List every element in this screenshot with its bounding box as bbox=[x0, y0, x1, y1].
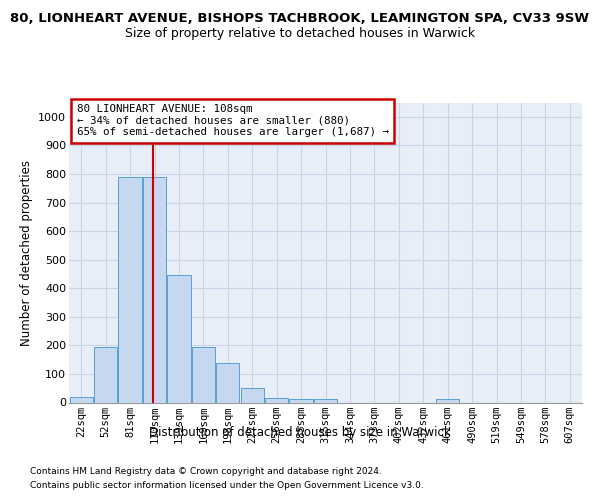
Text: 80, LIONHEART AVENUE, BISHOPS TACHBROOK, LEAMINGTON SPA, CV33 9SW: 80, LIONHEART AVENUE, BISHOPS TACHBROOK,… bbox=[11, 12, 589, 26]
Bar bbox=[70, 397, 93, 402]
Bar bbox=[436, 399, 459, 402]
Bar bbox=[265, 398, 288, 402]
Bar bbox=[216, 362, 239, 403]
Bar bbox=[289, 399, 313, 402]
Bar bbox=[241, 388, 264, 402]
Bar bbox=[143, 177, 166, 402]
Text: Contains public sector information licensed under the Open Government Licence v3: Contains public sector information licen… bbox=[30, 481, 424, 490]
Y-axis label: Number of detached properties: Number of detached properties bbox=[20, 160, 32, 346]
Bar bbox=[118, 177, 142, 402]
Text: Contains HM Land Registry data © Crown copyright and database right 2024.: Contains HM Land Registry data © Crown c… bbox=[30, 468, 382, 476]
Bar bbox=[167, 276, 191, 402]
Text: Size of property relative to detached houses in Warwick: Size of property relative to detached ho… bbox=[125, 28, 475, 40]
Text: 80 LIONHEART AVENUE: 108sqm
← 34% of detached houses are smaller (880)
65% of se: 80 LIONHEART AVENUE: 108sqm ← 34% of det… bbox=[77, 104, 389, 137]
Bar bbox=[314, 399, 337, 402]
Text: Distribution of detached houses by size in Warwick: Distribution of detached houses by size … bbox=[149, 426, 451, 439]
Bar bbox=[94, 347, 117, 403]
Bar bbox=[192, 347, 215, 403]
